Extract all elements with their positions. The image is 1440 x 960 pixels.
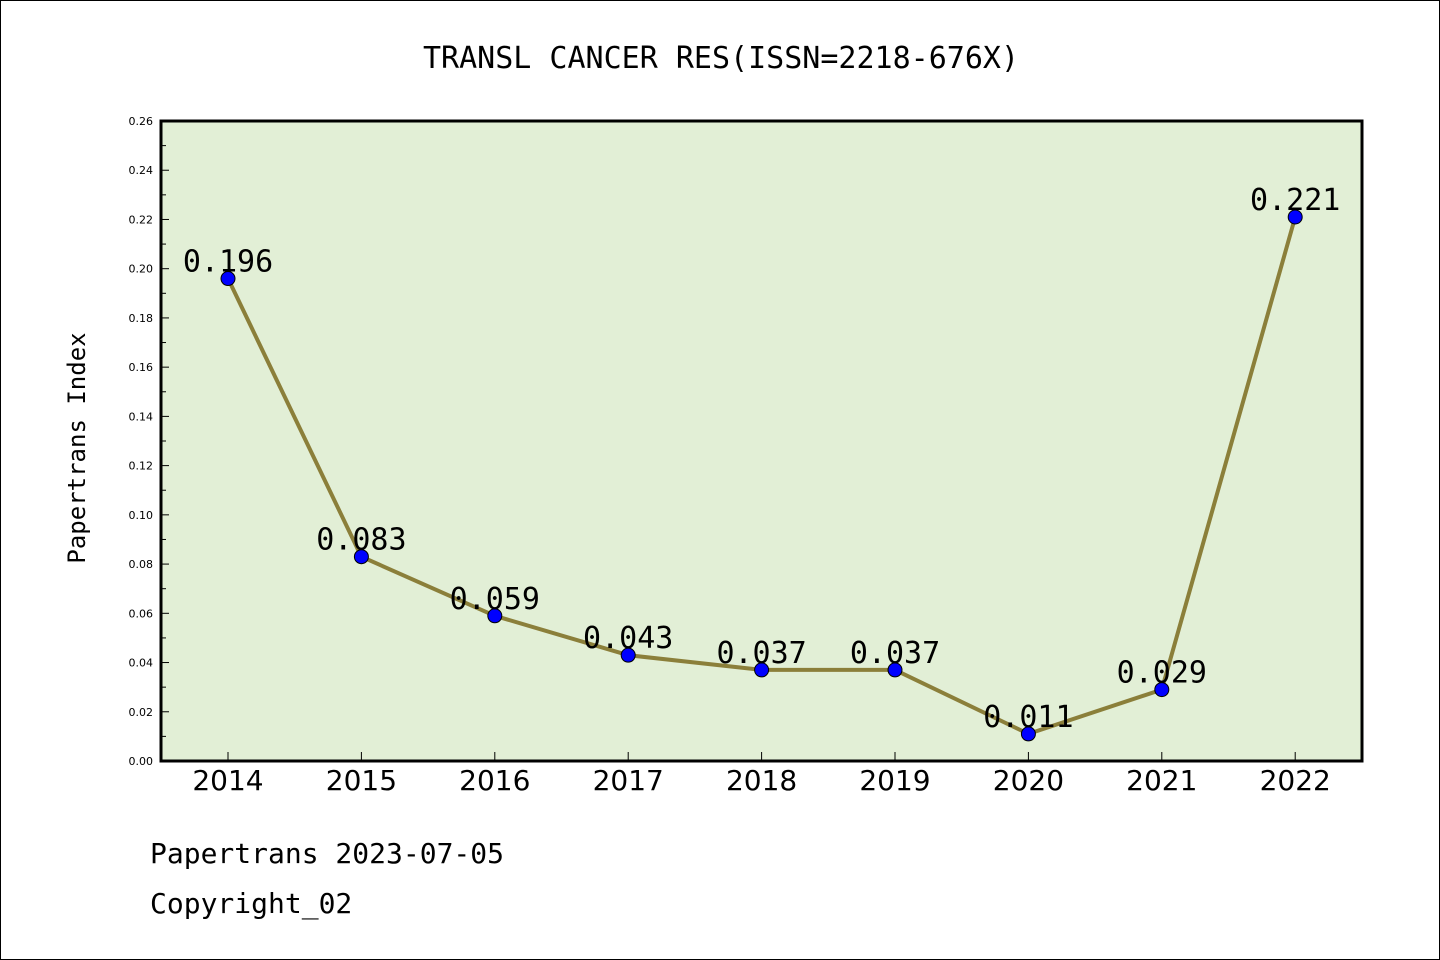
data-label: 0.221 bbox=[1250, 183, 1340, 218]
data-label: 0.059 bbox=[450, 582, 540, 617]
data-point bbox=[754, 662, 770, 678]
data-point bbox=[620, 647, 636, 663]
x-tick-label: 2016 bbox=[459, 764, 530, 797]
footer-copyright: Copyright_02 bbox=[150, 887, 353, 920]
x-tick-label: 2022 bbox=[1260, 764, 1331, 797]
data-label: 0.029 bbox=[1117, 656, 1207, 691]
y-tick-label: 0.12 bbox=[129, 460, 154, 473]
y-tick-label: 0.18 bbox=[129, 312, 154, 325]
y-tick-label: 0.10 bbox=[129, 509, 154, 522]
x-tick-label: 2020 bbox=[993, 764, 1064, 797]
data-label: 0.011 bbox=[983, 700, 1073, 735]
x-tick-label: 2018 bbox=[726, 764, 797, 797]
chart-title: TRANSL CANCER RES(ISSN=2218-676X) bbox=[423, 41, 1019, 76]
y-tick-label: 0.22 bbox=[129, 213, 154, 226]
footer-date: Papertrans 2023-07-05 bbox=[150, 837, 505, 870]
data-point bbox=[353, 549, 369, 565]
y-tick-label: 0.24 bbox=[129, 164, 154, 177]
data-labels: 0.196 0.083 0.059 0.043 0.037 0.037 0.011 0.029… bbox=[183, 183, 1341, 735]
data-label: 0.043 bbox=[583, 621, 673, 656]
x-tick-label: 2019 bbox=[859, 764, 930, 797]
x-tick-label: 2021 bbox=[1126, 764, 1197, 797]
x-tick-label: 2017 bbox=[593, 764, 664, 797]
series-markers bbox=[220, 209, 1303, 742]
data-label: 0.083 bbox=[316, 523, 406, 558]
y-tick-label: 0.26 bbox=[129, 115, 154, 128]
y-tick-label: 0.00 bbox=[129, 755, 154, 768]
y-tick-label: 0.14 bbox=[129, 410, 154, 423]
plot-area bbox=[159, 119, 1364, 763]
y-tick-label: 0.04 bbox=[129, 657, 154, 670]
data-point bbox=[220, 271, 236, 287]
x-tick-label: 2014 bbox=[192, 764, 263, 797]
y-tick-label: 0.16 bbox=[129, 361, 154, 374]
data-point bbox=[1287, 209, 1303, 225]
data-label: 0.196 bbox=[183, 245, 273, 280]
data-point bbox=[1020, 726, 1036, 742]
x-axis: 2014 2015 2016 2017 2018 2019 2020 2021 2022 bbox=[192, 752, 1331, 797]
data-point bbox=[487, 608, 503, 624]
data-label: 0.037 bbox=[716, 636, 806, 671]
y-tick-label: 0.08 bbox=[129, 558, 154, 571]
y-axis-label: Papertrans Index bbox=[63, 332, 91, 563]
data-point bbox=[887, 662, 903, 678]
data-point bbox=[1154, 682, 1170, 698]
x-tick-label: 2015 bbox=[326, 764, 397, 797]
y-tick-label: 0.20 bbox=[129, 263, 154, 276]
y-tick-label: 0.06 bbox=[129, 607, 154, 620]
y-axis: 0.00 0.02 0.04 0.06 0.08 0.10 0.12 0.14 0.16 0.18… bbox=[129, 115, 169, 768]
data-label: 0.037 bbox=[850, 636, 940, 671]
y-tick-label: 0.02 bbox=[129, 706, 154, 719]
